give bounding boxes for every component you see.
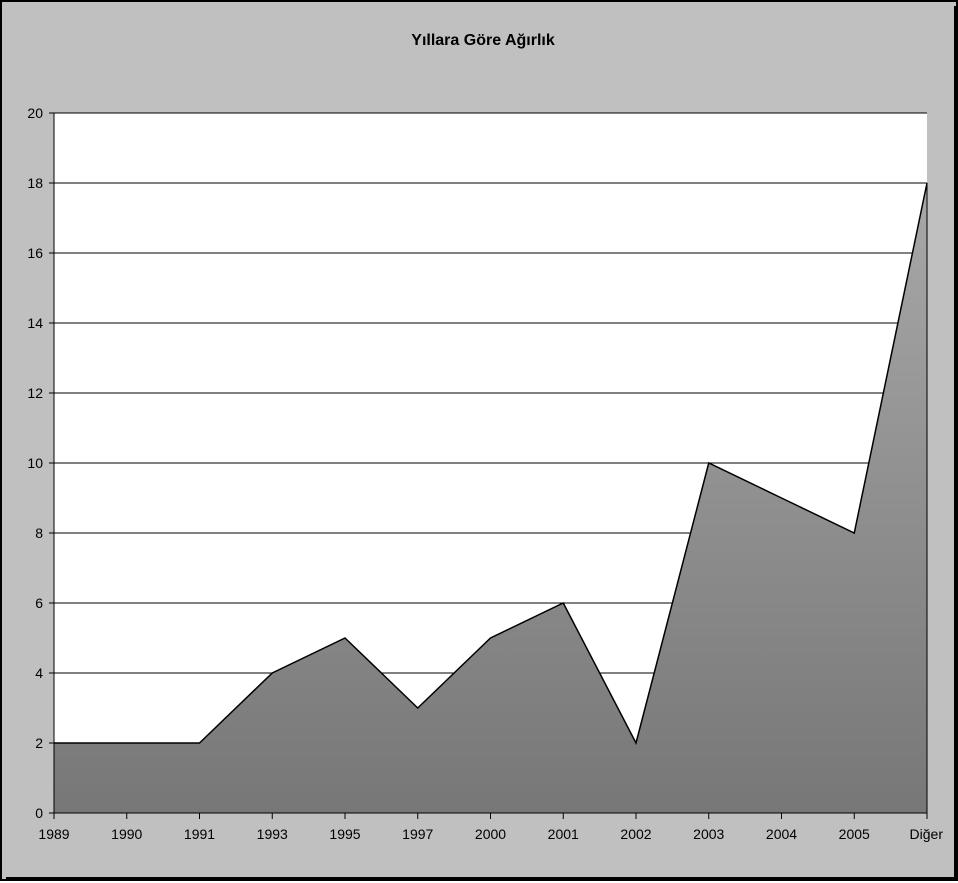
y-axis-ticks: 0 2 4 6 8 10 12 14 16 18 20 — [27, 105, 54, 821]
x-axis-ticks: 1989 1990 1991 1993 1995 1997 2000 2001 2002 2003… — [38, 813, 943, 842]
x-tick-label-2002: 2002 — [620, 826, 651, 842]
y-tick-label-6: 6 — [35, 595, 43, 611]
y-tick-label-8: 8 — [35, 525, 43, 541]
x-tick-label-2001: 2001 — [548, 826, 579, 842]
x-tick-label-2004: 2004 — [766, 826, 797, 842]
y-tick-label-20: 20 — [27, 105, 43, 121]
x-tick-label-2000: 2000 — [475, 826, 506, 842]
x-tick-label-1993: 1993 — [257, 826, 288, 842]
chart-title: Yıllara Göre Ağırlık — [411, 32, 555, 49]
y-tick-label-10: 10 — [27, 455, 43, 471]
x-tick-label-1989: 1989 — [38, 826, 69, 842]
y-tick-label-12: 12 — [27, 385, 43, 401]
y-tick-label-16: 16 — [27, 245, 43, 261]
y-tick-label-2: 2 — [35, 735, 43, 751]
x-tick-label-1995: 1995 — [329, 826, 360, 842]
y-tick-label-0: 0 — [35, 805, 43, 821]
x-tick-label-Diğer: Diğer — [910, 826, 944, 842]
y-tick-label-18: 18 — [27, 175, 43, 191]
x-tick-label-2003: 2003 — [693, 826, 724, 842]
y-tick-label-4: 4 — [35, 665, 43, 681]
x-tick-label-1990: 1990 — [111, 826, 142, 842]
x-tick-label-2005: 2005 — [839, 826, 870, 842]
x-tick-label-1991: 1991 — [184, 826, 215, 842]
y-tick-label-14: 14 — [27, 315, 43, 331]
x-tick-label-1997: 1997 — [402, 826, 433, 842]
